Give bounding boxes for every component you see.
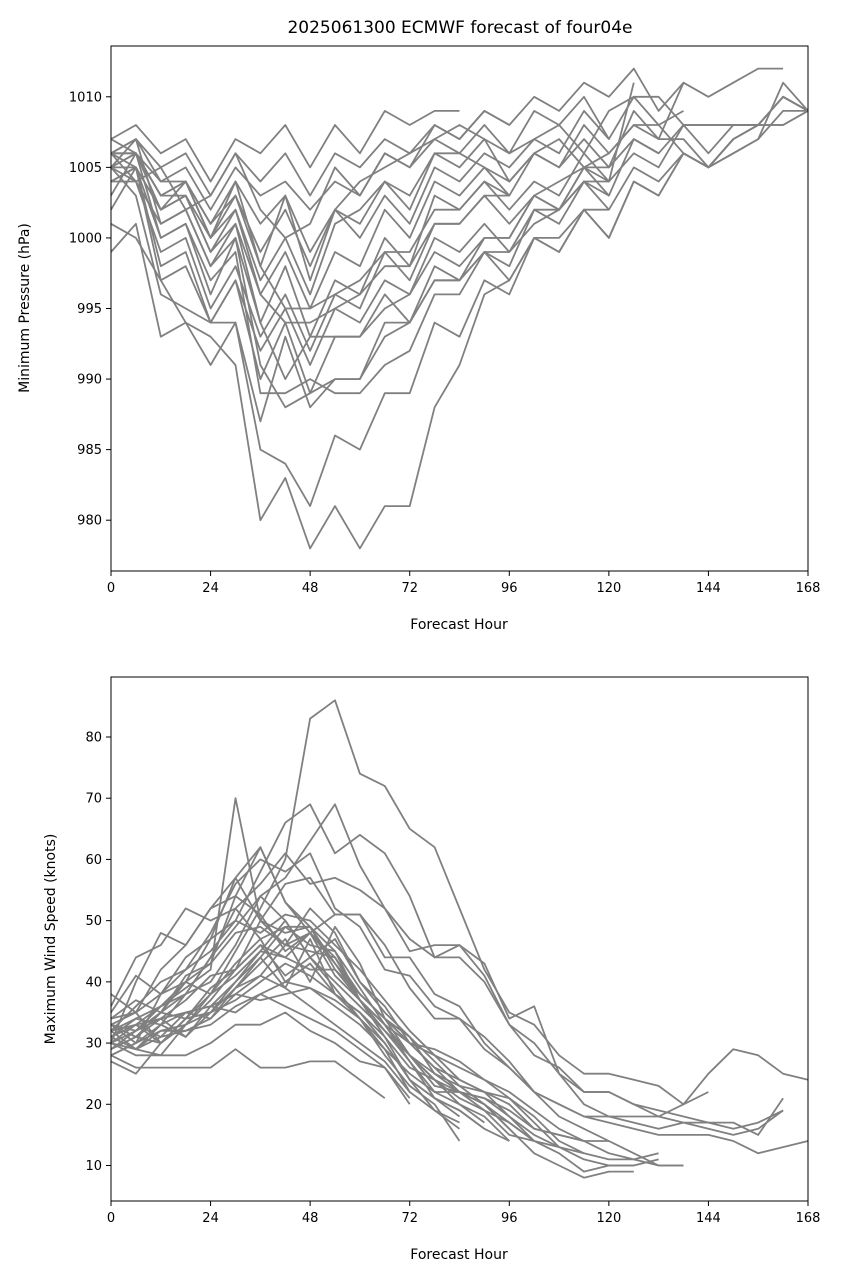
wind-x-tick-label: 144 [696,1211,721,1226]
pressure-y-tick-label: 1010 [69,90,102,105]
wind-series-line-27 [110,895,461,1142]
pressure-x-tick-label: 24 [202,581,219,596]
wind-series-line-3 [110,803,784,1136]
pressure-y-ticks: 980 985 990 995 1000 1005 1010 [69,90,111,529]
pressure-series-line-16 [110,95,809,508]
pressure-y-tick-label: 1000 [69,231,102,246]
wind-series-line-1 [110,699,809,1106]
wind-x-ticks: 0 24 48 72 96 120 144 168 [107,1201,821,1226]
wind-y-tick-label: 50 [85,914,102,929]
wind-x-tick-label: 168 [796,1211,821,1226]
wind-series-line-25 [110,987,460,1124]
wind-series-line-24 [110,981,461,1130]
wind-x-tick-label: 96 [501,1211,518,1226]
pressure-x-ticks: 0 24 48 72 96 120 144 168 [107,571,821,596]
wind-plot-frame [110,676,809,1202]
wind-series-line-7 [110,852,684,1167]
wind-y-tick-label: 20 [85,1098,102,1113]
pressure-x-axis-label: Forecast Hour [410,617,508,633]
pressure-series-line-5 [110,110,510,197]
pressure-y-tick-label: 985 [77,443,102,458]
wind-series-line-18 [110,907,535,1142]
wind-y-tick-label: 70 [85,792,102,807]
wind-x-tick-label: 120 [596,1211,621,1226]
wind-x-tick-label: 0 [107,1211,115,1226]
pressure-x-tick-label: 144 [696,581,721,596]
wind-series-line-20 [110,919,510,1142]
pressure-series-line-17 [111,152,609,395]
pressure-y-tick-label: 1005 [69,161,102,176]
pressure-series-line-20 [110,138,510,310]
wind-series-line-16 [110,950,535,1142]
wind-y-tick-label: 30 [85,1037,102,1052]
pressure-series-line-9 [110,110,610,282]
pressure-series-line-6 [111,95,684,211]
wind-x-axis-label: Forecast Hour [410,1247,508,1263]
wind-series-line-31 [110,974,411,1093]
pressure-series-line-4 [110,110,460,183]
wind-y-tick-label: 40 [85,975,102,990]
wind-series-line-11 [110,846,585,1155]
wind-series-line-6 [110,876,809,1155]
pressure-series-line-8 [110,110,808,310]
wind-y-tick-label: 10 [85,1159,102,1174]
chart-title: 2025061300 ECMWF forecast of four04e [287,18,632,38]
wind-y-tick-label: 80 [85,730,102,745]
pressure-x-tick-label: 48 [302,581,319,596]
pressure-series-group [110,67,809,550]
wind-series-line-8 [110,907,684,1167]
pressure-x-tick-label: 120 [596,581,621,596]
pressure-y-tick-label: 990 [77,373,102,388]
wind-y-tick-label: 60 [85,853,102,868]
wind-series-line-28 [110,1048,386,1099]
pressure-x-tick-label: 96 [501,581,518,596]
wind-series-line-26 [110,797,461,1118]
pressure-panel: 2025061300 ECMWF forecast of four04e 0 24… [17,18,820,633]
wind-series-line-29 [110,1011,411,1105]
pressure-y-tick-label: 995 [77,302,102,317]
wind-x-tick-label: 48 [302,1211,319,1226]
wind-panel: 0 24 48 72 96 120 144 168 10 20 30 40 50 60 70 80 Fore… [43,676,821,1263]
wind-series-line-4 [110,852,784,1136]
wind-series-group [110,699,809,1179]
pressure-series-line-19 [110,138,610,381]
pressure-series-line-21 [110,152,510,324]
pressure-y-axis-label: Minimum Pressure (hPa) [17,223,33,393]
pressure-y-tick-label: 980 [77,514,102,529]
pressure-series-line-18 [110,138,610,409]
pressure-x-tick-label: 72 [401,581,418,596]
wind-series-line-30 [110,993,411,1099]
wind-y-axis-label: Maximum Wind Speed (knots) [43,834,59,1045]
pressure-x-tick-label: 168 [796,581,821,596]
wind-x-tick-label: 24 [202,1211,219,1226]
wind-y-ticks: 10 20 30 40 50 60 70 80 [85,730,111,1174]
wind-x-tick-label: 72 [401,1211,418,1226]
pressure-x-tick-label: 0 [107,581,115,596]
